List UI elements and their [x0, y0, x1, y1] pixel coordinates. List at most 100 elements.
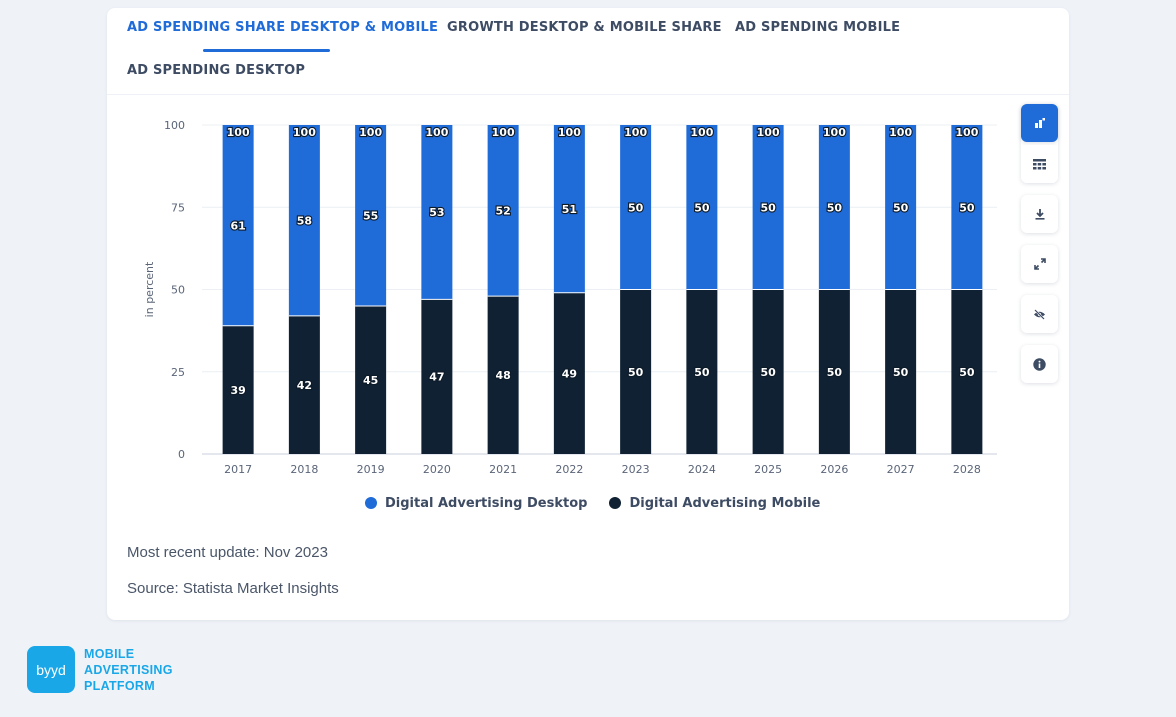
y-tick-label: 50: [171, 284, 185, 297]
x-tick-label: 2019: [357, 463, 385, 476]
data-label-desktop: 50: [827, 201, 843, 214]
x-tick-label: 2027: [887, 463, 915, 476]
data-label-desktop: 50: [694, 201, 710, 214]
legend-dot-desktop: [365, 497, 377, 509]
tab-growth-share[interactable]: GROWTH DESKTOP & MOBILE SHARE: [447, 20, 722, 35]
data-label-total: 100: [293, 126, 316, 139]
brand-logo-text: byyd: [36, 661, 66, 678]
bar-desktop: [686, 125, 718, 290]
brand-logo[interactable]: byyd: [27, 646, 75, 693]
x-tick-label: 2025: [754, 463, 782, 476]
data-label-desktop: 61: [230, 219, 245, 232]
bar-mobile: [553, 292, 585, 454]
bar-desktop: [421, 125, 453, 300]
legend-item-desktop[interactable]: Digital Advertising Desktop: [365, 496, 587, 511]
data-label-desktop: 50: [893, 201, 909, 214]
x-tick-label: 2024: [688, 463, 716, 476]
chart-legend: Digital Advertising Desktop Digital Adve…: [365, 494, 842, 512]
data-label-desktop: 50: [760, 201, 776, 214]
bar-mobile: [222, 325, 254, 454]
bar-chart-icon[interactable]: [1021, 104, 1058, 142]
data-label-total: 100: [823, 126, 846, 139]
x-tick-label: 2021: [489, 463, 517, 476]
bar-mobile: [818, 289, 850, 454]
source-note: Source: Statista Market Insights: [127, 580, 339, 597]
info-icon[interactable]: [1021, 345, 1058, 383]
brand-line-2: ADVERTISING: [84, 663, 173, 677]
data-label-mobile: 49: [562, 367, 577, 380]
divider: [107, 94, 1069, 95]
brand-tagline: MOBILE ADVERTISING PLATFORM: [84, 646, 173, 694]
bar-desktop: [553, 125, 585, 293]
data-label-total: 100: [889, 126, 912, 139]
bar-desktop: [355, 125, 387, 306]
x-tick-label: 2022: [555, 463, 583, 476]
bar-desktop: [487, 125, 519, 297]
tab-ad-spending-mobile[interactable]: AD SPENDING MOBILE: [735, 20, 901, 35]
brand-block: byyd MOBILE ADVERTISING PLATFORM: [27, 646, 173, 694]
bar-mobile: [421, 299, 453, 454]
data-label-mobile: 45: [363, 374, 378, 387]
bar-desktop: [288, 125, 320, 316]
stacked-bar-chart: 0 25 50 75 100 in percent 39 61 100 2017 42 58 100 20…: [143, 119, 997, 476]
bar-mobile: [752, 289, 784, 454]
bar-desktop: [752, 125, 784, 290]
hide-icon[interactable]: [1021, 295, 1058, 333]
data-label-total: 100: [359, 126, 382, 139]
y-tick-label: 25: [171, 366, 185, 379]
data-label-total: 100: [690, 126, 713, 139]
data-label-mobile: 50: [959, 366, 975, 379]
bar-desktop: [951, 125, 983, 290]
data-label-desktop: 51: [562, 203, 577, 216]
bar-mobile: [355, 305, 387, 454]
y-tick-label: 75: [171, 201, 185, 214]
bar-desktop: [222, 125, 254, 326]
bar-mobile: [288, 315, 320, 454]
data-label-total: 100: [492, 126, 515, 139]
legend-item-mobile[interactable]: Digital Advertising Mobile: [609, 496, 820, 511]
data-label-mobile: 39: [230, 384, 245, 397]
data-label-desktop: 53: [429, 206, 444, 219]
data-label-desktop: 52: [495, 205, 510, 218]
data-label-total: 100: [227, 126, 250, 139]
data-label-mobile: 42: [297, 379, 312, 392]
data-label-total: 100: [955, 126, 978, 139]
data-label-desktop: 50: [628, 201, 644, 214]
bar-mobile: [885, 289, 917, 454]
x-tick-label: 2018: [290, 463, 318, 476]
y-tick-label: 100: [164, 119, 185, 132]
data-label-mobile: 47: [429, 371, 444, 384]
data-label-total: 100: [425, 126, 448, 139]
data-label-total: 100: [624, 126, 647, 139]
table-icon[interactable]: [1021, 145, 1058, 183]
data-label-mobile: 48: [495, 369, 510, 382]
data-label-mobile: 50: [694, 366, 710, 379]
tab-ad-spending-desktop[interactable]: AD SPENDING DESKTOP: [127, 63, 306, 78]
data-label-desktop: 50: [959, 201, 975, 214]
data-label-mobile: 50: [893, 366, 909, 379]
data-label-desktop: 55: [363, 209, 378, 222]
data-label-desktop: 58: [297, 214, 312, 227]
data-label-total: 100: [558, 126, 581, 139]
bar-mobile: [620, 289, 652, 454]
x-tick-label: 2023: [622, 463, 650, 476]
brand-line-3: PLATFORM: [84, 679, 155, 693]
bar-desktop: [818, 125, 850, 290]
data-label-mobile: 50: [760, 366, 776, 379]
legend-dot-mobile: [609, 497, 622, 509]
update-note: Most recent update: Nov 2023: [127, 544, 328, 561]
tab-ad-spending-share[interactable]: AD SPENDING SHARE DESKTOP & MOBILE: [127, 20, 439, 35]
data-label-total: 100: [757, 126, 780, 139]
y-tick-label: 0: [178, 448, 185, 461]
download-icon[interactable]: [1021, 195, 1058, 233]
expand-icon[interactable]: [1021, 245, 1058, 283]
x-tick-label: 2026: [820, 463, 848, 476]
x-tick-label: 2017: [224, 463, 252, 476]
bar-mobile: [487, 296, 519, 454]
x-tick-label: 2020: [423, 463, 451, 476]
bar-desktop: [885, 125, 917, 290]
data-label-mobile: 50: [827, 366, 843, 379]
chart-card: AD SPENDING SHARE DESKTOP & MOBILE GROWT…: [107, 8, 1069, 620]
legend-label-desktop: Digital Advertising Desktop: [385, 495, 588, 511]
y-axis-label: in percent: [143, 261, 156, 317]
